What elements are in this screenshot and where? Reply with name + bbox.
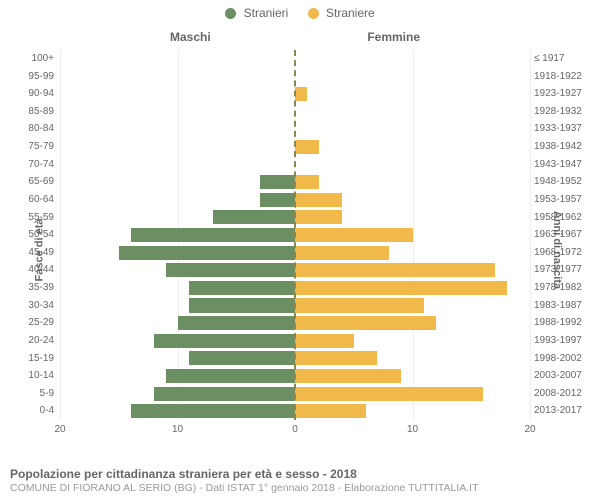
age-label: 50-54 bbox=[8, 226, 54, 244]
age-label: 60-64 bbox=[8, 191, 54, 209]
year-label: 1988-1992 bbox=[534, 314, 594, 332]
age-label: 95-99 bbox=[8, 68, 54, 86]
year-label: 2003-2007 bbox=[534, 367, 594, 385]
legend-label-female: Straniere bbox=[326, 6, 375, 20]
bar-male bbox=[131, 404, 296, 418]
bar-female bbox=[295, 298, 424, 312]
age-label: 25-29 bbox=[8, 314, 54, 332]
bar-female bbox=[295, 369, 401, 383]
bar-female bbox=[295, 193, 342, 207]
year-label: ≤ 1917 bbox=[534, 50, 594, 68]
age-label: 80-84 bbox=[8, 120, 54, 138]
bar-male bbox=[166, 263, 295, 277]
column-header-left: Maschi bbox=[170, 30, 211, 44]
x-tick: 0 bbox=[292, 424, 298, 435]
bar-female bbox=[295, 246, 389, 260]
x-tick: 20 bbox=[54, 424, 65, 435]
bar-male bbox=[189, 298, 295, 312]
bar-female bbox=[295, 316, 436, 330]
bar-female bbox=[295, 404, 366, 418]
age-label: 100+ bbox=[8, 50, 54, 68]
year-label: 1918-1922 bbox=[534, 68, 594, 86]
bar-female bbox=[295, 140, 319, 154]
age-label: 30-34 bbox=[8, 297, 54, 315]
bar-male bbox=[131, 228, 296, 242]
year-label: 1953-1957 bbox=[534, 191, 594, 209]
bar-female bbox=[295, 87, 307, 101]
age-label: 65-69 bbox=[8, 173, 54, 191]
bar-male bbox=[166, 369, 295, 383]
year-label: 1938-1942 bbox=[534, 138, 594, 156]
year-label: 1923-1927 bbox=[534, 85, 594, 103]
age-label: 10-14 bbox=[8, 367, 54, 385]
bar-male bbox=[189, 281, 295, 295]
bar-male bbox=[213, 210, 295, 224]
bar-female bbox=[295, 281, 507, 295]
year-label: 2013-2017 bbox=[534, 402, 594, 420]
age-label: 75-79 bbox=[8, 138, 54, 156]
bar-male bbox=[260, 175, 295, 189]
bar-female bbox=[295, 263, 495, 277]
legend-swatch-male bbox=[225, 8, 236, 19]
year-label: 1943-1947 bbox=[534, 156, 594, 174]
legend-swatch-female bbox=[308, 8, 319, 19]
year-label: 1968-1972 bbox=[534, 244, 594, 262]
bar-male bbox=[178, 316, 296, 330]
bar-female bbox=[295, 387, 483, 401]
year-label: 1928-1932 bbox=[534, 103, 594, 121]
year-label: 1993-1997 bbox=[534, 332, 594, 350]
age-label: 20-24 bbox=[8, 332, 54, 350]
year-label: 1963-1967 bbox=[534, 226, 594, 244]
age-label: 35-39 bbox=[8, 279, 54, 297]
bar-male bbox=[154, 334, 295, 348]
age-label: 45-49 bbox=[8, 244, 54, 262]
age-label: 0-4 bbox=[8, 402, 54, 420]
age-label: 40-44 bbox=[8, 261, 54, 279]
grid-line bbox=[530, 50, 531, 420]
bar-female bbox=[295, 334, 354, 348]
bar-male bbox=[154, 387, 295, 401]
footer-title: Popolazione per cittadinanza straniera p… bbox=[10, 467, 590, 481]
bar-female bbox=[295, 175, 319, 189]
age-label: 55-59 bbox=[8, 209, 54, 227]
legend: Stranieri Straniere bbox=[0, 0, 600, 20]
legend-label-male: Stranieri bbox=[244, 6, 289, 20]
year-label: 1948-1952 bbox=[534, 173, 594, 191]
age-label: 15-19 bbox=[8, 350, 54, 368]
legend-item-male: Stranieri bbox=[225, 6, 288, 20]
chart-area: Maschi Femmine 100+≤ 191795-991918-19229… bbox=[60, 30, 530, 440]
bar-female bbox=[295, 228, 413, 242]
bar-female bbox=[295, 351, 377, 365]
age-label: 85-89 bbox=[8, 103, 54, 121]
bar-male bbox=[119, 246, 295, 260]
bar-male bbox=[260, 193, 295, 207]
age-label: 90-94 bbox=[8, 85, 54, 103]
year-label: 1933-1937 bbox=[534, 120, 594, 138]
bar-male bbox=[189, 351, 295, 365]
year-label: 1998-2002 bbox=[534, 350, 594, 368]
x-tick: 20 bbox=[524, 424, 535, 435]
plot-area: 100+≤ 191795-991918-192290-941923-192785… bbox=[60, 50, 530, 420]
year-label: 2008-2012 bbox=[534, 385, 594, 403]
center-axis-line bbox=[294, 50, 296, 420]
legend-item-female: Straniere bbox=[308, 6, 375, 20]
year-label: 1978-1982 bbox=[534, 279, 594, 297]
x-tick: 10 bbox=[407, 424, 418, 435]
column-header-right: Femmine bbox=[367, 30, 420, 44]
age-label: 70-74 bbox=[8, 156, 54, 174]
year-label: 1983-1987 bbox=[534, 297, 594, 315]
year-label: 1973-1977 bbox=[534, 261, 594, 279]
x-tick: 10 bbox=[172, 424, 183, 435]
age-label: 5-9 bbox=[8, 385, 54, 403]
year-label: 1958-1962 bbox=[534, 209, 594, 227]
chart-container: Stranieri Straniere Fasce di età Anni di… bbox=[0, 0, 600, 500]
x-axis: 201001020 bbox=[60, 422, 530, 442]
chart-footer: Popolazione per cittadinanza straniera p… bbox=[10, 467, 590, 494]
bar-female bbox=[295, 210, 342, 224]
footer-subtitle: COMUNE DI FIORANO AL SERIO (BG) - Dati I… bbox=[10, 482, 590, 494]
